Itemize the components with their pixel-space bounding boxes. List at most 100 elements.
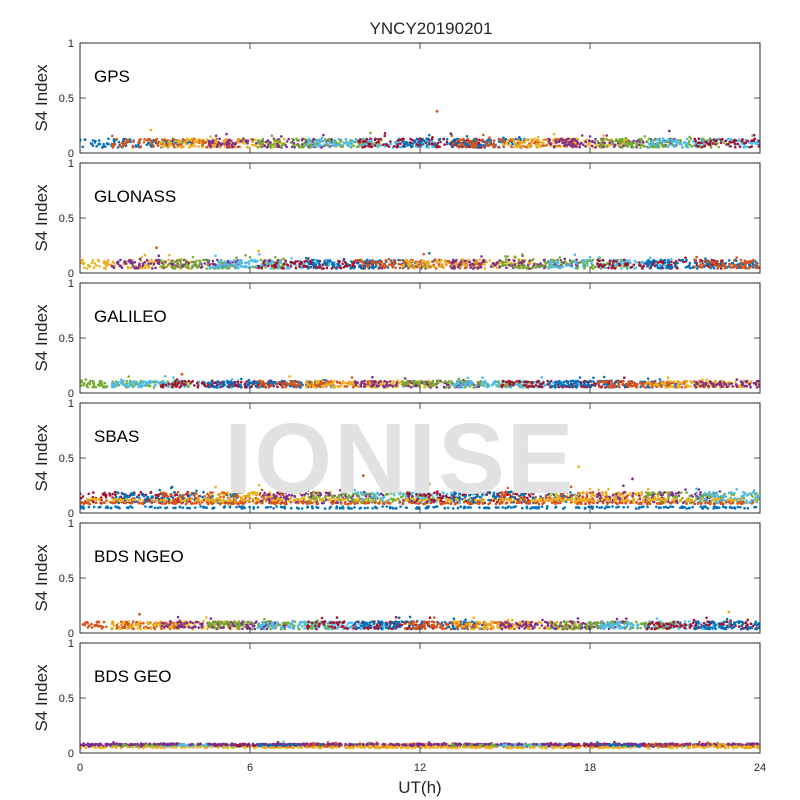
- data-point: [183, 264, 187, 268]
- data-point: [325, 266, 329, 270]
- data-point: [150, 140, 153, 144]
- data-point: [339, 384, 343, 387]
- data-point: [760, 140, 763, 143]
- data-point: [518, 381, 522, 384]
- data-point: [206, 145, 209, 149]
- data-point: [593, 265, 597, 269]
- data-point: [707, 265, 710, 268]
- data-point: [145, 138, 149, 142]
- data-point: [308, 140, 311, 143]
- data-point: [159, 259, 163, 262]
- data-point: [307, 262, 311, 266]
- data-point: [133, 261, 137, 264]
- data-point: [72, 144, 75, 147]
- data-point: [246, 383, 249, 387]
- data-point: [216, 258, 219, 262]
- data-point: [474, 138, 478, 141]
- data-point: [331, 380, 335, 384]
- data-point: [210, 380, 213, 384]
- data-point: [688, 261, 692, 265]
- data-point: [228, 264, 231, 268]
- data-point: [147, 137, 151, 141]
- data-point: [468, 382, 471, 385]
- data-point: [349, 267, 353, 270]
- data-point: [679, 140, 682, 143]
- data-point: [573, 382, 576, 385]
- data-point: [411, 138, 415, 142]
- data-point: [558, 379, 561, 383]
- data-point: [273, 138, 276, 142]
- data-point: [94, 139, 97, 143]
- data-point: [598, 385, 601, 389]
- data-point: [706, 260, 709, 264]
- data-point: [207, 385, 211, 389]
- data-point: [244, 264, 248, 268]
- data-point: [757, 145, 760, 148]
- data-point: [375, 141, 379, 144]
- data-point: [749, 261, 752, 265]
- data-point: [295, 385, 298, 389]
- data-point: [665, 266, 669, 270]
- data-point: [478, 258, 482, 261]
- data-point: [539, 144, 542, 148]
- y-tick-label: 1: [68, 158, 74, 170]
- data-point: [131, 144, 135, 148]
- data-point: [399, 259, 402, 262]
- data-point: [270, 264, 274, 268]
- data-point: [657, 137, 660, 141]
- data-point: [498, 381, 501, 385]
- data-point: [111, 260, 115, 264]
- data-point: [610, 266, 613, 270]
- data-point: [534, 143, 538, 146]
- data-point: [166, 263, 170, 267]
- outlier-point: [435, 109, 439, 113]
- data-point: [772, 133, 775, 136]
- data-point: [712, 138, 716, 141]
- data-point: [515, 145, 519, 149]
- data-point: [452, 142, 455, 145]
- data-point: [596, 140, 600, 143]
- data-point: [448, 142, 452, 145]
- data-point: [297, 146, 301, 149]
- data-point: [578, 376, 582, 379]
- data-point: [549, 379, 553, 383]
- data-point: [746, 139, 749, 143]
- data-point: [100, 380, 103, 384]
- data-point: [194, 261, 197, 265]
- data-point: [409, 262, 413, 266]
- data-point: [536, 135, 540, 139]
- data-point: [548, 385, 552, 388]
- data-point: [665, 139, 668, 142]
- data-point: [383, 385, 387, 389]
- data-point: [523, 380, 526, 384]
- data-point: [761, 141, 764, 144]
- data-point: [729, 145, 732, 148]
- data-point: [442, 266, 446, 270]
- data-point: [286, 266, 289, 269]
- data-point: [167, 382, 171, 386]
- data-point: [149, 262, 152, 265]
- data-point: [262, 261, 265, 264]
- data-point: [565, 264, 568, 268]
- data-point: [569, 379, 572, 383]
- data-point: [667, 141, 671, 144]
- data-point: [128, 384, 131, 388]
- data-point: [266, 145, 269, 149]
- data-point: [226, 140, 230, 143]
- data-point: [341, 262, 344, 266]
- data-point: [774, 262, 777, 265]
- data-point: [777, 138, 780, 141]
- data-point: [772, 145, 775, 148]
- data-point: [167, 139, 171, 143]
- data-point: [418, 383, 421, 387]
- data-point: [714, 143, 717, 146]
- data-point: [62, 381, 65, 384]
- data-point: [628, 259, 631, 262]
- data-point: [367, 142, 370, 145]
- data-point: [369, 145, 372, 148]
- data-point: [502, 136, 505, 140]
- data-point: [633, 382, 636, 386]
- data-point: [95, 144, 98, 148]
- data-point: [195, 259, 198, 263]
- data-point: [633, 259, 637, 263]
